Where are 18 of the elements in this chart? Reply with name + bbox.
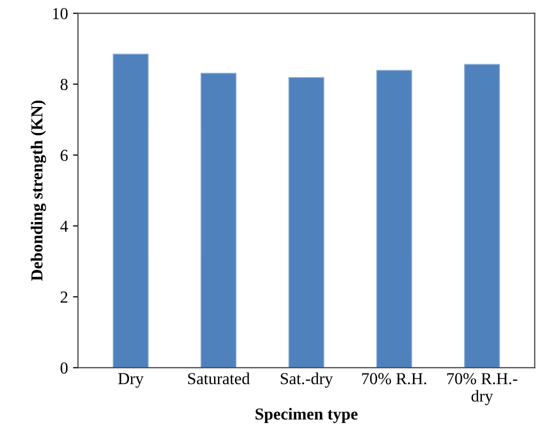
bar (376, 70, 412, 368)
x-tick-label: 70% R.H.- dry (447, 373, 518, 406)
y-tick-label: 10 (53, 8, 68, 20)
x-tick-label: 70% R.H. (362, 373, 426, 384)
y-tick-label: 8 (60, 78, 68, 90)
y-tick-label: 2 (60, 292, 68, 303)
bar (464, 64, 500, 368)
y-tick-label: 4 (60, 220, 68, 232)
x-tick-label: Sat.-dry (280, 372, 333, 388)
bar (288, 77, 324, 368)
y-axis-title: Debonding strength (KN) (30, 100, 46, 281)
y-tick-label: 0 (60, 362, 68, 374)
y-tick-label: 6 (60, 150, 68, 161)
x-tick-label: Saturated (188, 372, 250, 384)
bar (200, 72, 236, 368)
x-axis-title: Specimen type (256, 408, 358, 424)
x-tick-label: Dry (118, 373, 144, 388)
bar (112, 54, 149, 368)
